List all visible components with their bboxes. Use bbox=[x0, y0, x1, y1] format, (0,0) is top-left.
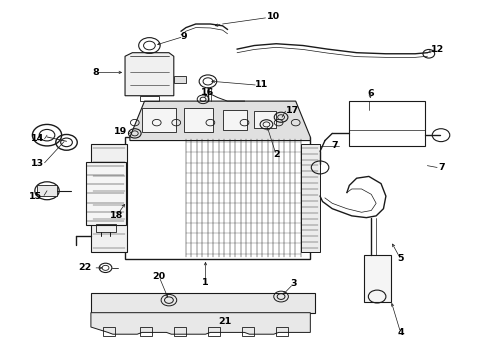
Bar bbox=[91, 144, 127, 252]
Text: 20: 20 bbox=[152, 272, 165, 281]
Text: 7: 7 bbox=[331, 141, 337, 150]
Text: 7: 7 bbox=[438, 163, 445, 172]
Text: 10: 10 bbox=[266, 12, 280, 21]
Text: 13: 13 bbox=[31, 159, 44, 168]
Text: 4: 4 bbox=[396, 328, 403, 337]
Text: 17: 17 bbox=[285, 105, 298, 114]
Text: 15: 15 bbox=[29, 192, 42, 201]
Bar bbox=[207, 327, 220, 336]
Bar bbox=[363, 255, 390, 302]
Bar bbox=[276, 327, 288, 336]
Text: 21: 21 bbox=[218, 317, 231, 326]
Bar bbox=[140, 327, 152, 336]
Bar bbox=[300, 144, 320, 252]
Bar bbox=[96, 224, 116, 232]
Text: 12: 12 bbox=[429, 45, 443, 54]
Bar bbox=[222, 110, 246, 130]
Text: 11: 11 bbox=[254, 81, 267, 90]
Text: 3: 3 bbox=[289, 279, 296, 288]
Bar bbox=[103, 327, 115, 336]
Text: 22: 22 bbox=[78, 264, 91, 273]
Bar bbox=[37, 185, 57, 196]
Bar bbox=[183, 108, 212, 132]
Text: 16: 16 bbox=[201, 87, 214, 96]
Text: 2: 2 bbox=[272, 150, 279, 159]
Polygon shape bbox=[125, 53, 173, 96]
Text: 18: 18 bbox=[110, 211, 123, 220]
Text: 1: 1 bbox=[202, 278, 208, 287]
Text: 14: 14 bbox=[31, 134, 44, 143]
Bar bbox=[254, 111, 276, 128]
Polygon shape bbox=[130, 101, 310, 140]
Text: 8: 8 bbox=[92, 68, 99, 77]
Polygon shape bbox=[173, 76, 185, 83]
Text: 6: 6 bbox=[366, 89, 373, 98]
Polygon shape bbox=[91, 313, 310, 334]
Bar bbox=[140, 96, 159, 101]
Bar bbox=[86, 162, 126, 225]
Text: 19: 19 bbox=[113, 127, 126, 136]
Bar bbox=[125, 137, 310, 259]
Bar bbox=[242, 327, 254, 336]
Text: 5: 5 bbox=[396, 255, 403, 264]
Bar bbox=[142, 108, 176, 132]
Text: 9: 9 bbox=[180, 32, 186, 41]
Bar bbox=[173, 327, 185, 336]
Bar bbox=[91, 293, 315, 313]
Bar bbox=[348, 101, 424, 146]
